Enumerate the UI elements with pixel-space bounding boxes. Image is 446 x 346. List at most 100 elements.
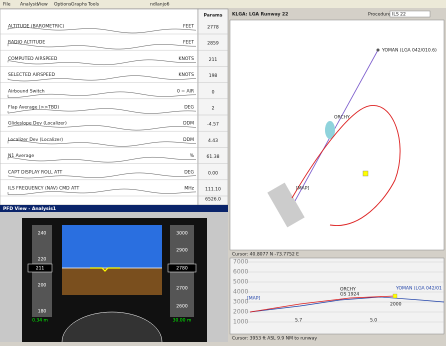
map — [229, 19, 445, 251]
param-unit: KNOTS — [179, 72, 195, 78]
right-bar — [228, 0, 446, 8]
param-label: COMPUTED AIRSPEED — [8, 56, 58, 62]
param-label: N1 Average — [8, 153, 34, 159]
profile-label: [MAP] — [247, 296, 260, 302]
param-value: 0 — [212, 89, 215, 95]
menu-bar — [0, 0, 228, 8]
ground — [62, 268, 162, 295]
param-value: 4.43 — [208, 138, 218, 144]
speed-box — [27, 263, 53, 273]
profile-y-label: 3000 — [233, 299, 248, 306]
param-unit: 0 = AIR — [177, 88, 194, 94]
param-unit: MHz — [184, 186, 194, 192]
trace — [7, 43, 197, 50]
speed-tick: 200 — [38, 283, 47, 289]
procedure-select[interactable] — [389, 10, 431, 18]
profile-label: YOMAN (LGA 042/01 — [395, 286, 442, 292]
profile-y-label: 1000 — [233, 319, 248, 326]
holding — [325, 121, 335, 139]
waypoint-label: YOMAN (LGA 042/010.6) — [381, 48, 437, 54]
altitude: 2780 — [176, 266, 188, 272]
alt-tick: 2700 — [176, 286, 188, 292]
speed-tick: 180 — [38, 309, 47, 315]
waypoint — [376, 48, 380, 52]
param-label: ALTITUDE (BAROMETRIC) — [8, 24, 64, 30]
profile-label: 5.0 — [370, 318, 377, 324]
param-unit: FEET — [183, 24, 194, 30]
param-value: 198 — [209, 73, 218, 79]
trace — [7, 124, 197, 131]
param-value: 2 — [212, 106, 215, 112]
param-unit: FEET — [183, 40, 194, 46]
aircraft-symbol — [90, 267, 120, 272]
alt-tick: 3000 — [176, 231, 188, 237]
sky — [62, 225, 162, 268]
param-value: 2859 — [207, 41, 219, 47]
procedure: ILS 22 — [392, 12, 406, 18]
alt-box — [167, 263, 197, 273]
map-cursor: Cursor: 40.8077 N -73.7752 E — [232, 252, 299, 258]
speed: 211 — [36, 266, 45, 272]
trace — [7, 108, 197, 114]
menu-item[interactable]: Graphs — [71, 2, 88, 8]
map-title: KLGA: LGA Runway 22 — [232, 12, 288, 18]
param-label: Localizer Dev (Localizer) — [8, 137, 63, 143]
param-label: CAPT DISPLAY ROLL ATT — [8, 169, 63, 175]
trace — [7, 75, 197, 82]
trace — [7, 188, 197, 195]
profile-aircraft — [392, 293, 398, 299]
footer-value: 6526.0 — [205, 197, 221, 203]
profile-y-label: 2000 — [233, 309, 248, 316]
param-value: 2778 — [207, 25, 219, 31]
param-unit: DDM — [183, 137, 194, 143]
profile-y-label: 4000 — [233, 289, 248, 296]
strip-area — [0, 8, 199, 206]
trace — [7, 27, 197, 34]
pfd-titlebar — [0, 205, 228, 212]
param-value: -4.57 — [207, 122, 219, 128]
profile-label: 5.7 — [295, 318, 302, 324]
profile-y-label: 7000 — [233, 259, 248, 266]
profile — [229, 257, 445, 335]
aircraft — [362, 170, 369, 177]
profile-y-label: 5000 — [233, 279, 248, 286]
trace — [7, 140, 197, 147]
param-unit: DEG — [184, 169, 194, 175]
param-label: SELECTED AIRSPEED — [8, 72, 55, 78]
alt-tick: 2600 — [176, 304, 188, 310]
profile-cursor: Cursor: 3953 ft ASL 9.9 NM to runway — [232, 336, 317, 342]
profile-y-label: 6000 — [233, 269, 248, 276]
speed-tick: 240 — [38, 231, 47, 237]
profile-label: ORCHY — [340, 287, 356, 293]
param-value: 211 — [209, 57, 218, 63]
menu-item[interactable]: View — [37, 2, 48, 8]
param-label: Airbound Switch — [8, 88, 45, 94]
alt-tick: 2900 — [176, 248, 188, 254]
value-column — [197, 8, 229, 206]
menu-item[interactable]: Options — [54, 2, 72, 8]
param-value: 61.38 — [207, 154, 220, 160]
procedure-label: Procedure — [368, 12, 391, 18]
pfd-title: PFD View - Analysis1 — [3, 206, 56, 212]
menu-item[interactable]: File — [3, 2, 11, 8]
flight-path — [291, 105, 401, 226]
menu-item[interactable]: Analysis — [20, 2, 39, 8]
trace — [7, 59, 197, 65]
waypoint-label: ORCHY — [334, 115, 350, 121]
param-label: Glideslope Dev (Localizer) — [8, 121, 67, 127]
airport — [267, 182, 305, 228]
speed-tick: 220 — [38, 257, 47, 263]
profile-label: GS 1924 — [340, 292, 359, 298]
menu-item[interactable]: Tools — [87, 2, 100, 8]
trace — [7, 172, 197, 179]
param-unit: % — [190, 153, 195, 159]
trace — [7, 156, 197, 163]
param-unit: DEG — [184, 105, 194, 111]
compass — [61, 311, 163, 343]
param-unit: DDM — [183, 121, 194, 127]
profile-label: 2000 — [390, 302, 402, 308]
profile-path — [249, 295, 396, 313]
param-value: 111.10 — [205, 187, 221, 193]
waypoint-label: [MAP] — [296, 186, 309, 192]
